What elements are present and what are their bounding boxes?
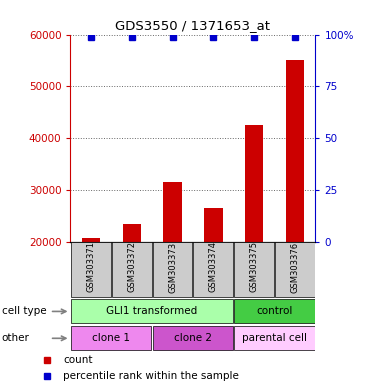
Text: cell type: cell type [2,306,46,316]
Bar [71,242,111,297]
Bar [234,242,274,297]
Title: GDS3550 / 1371653_at: GDS3550 / 1371653_at [115,19,270,32]
Bar [245,125,263,346]
Bar [163,182,182,346]
Bar [71,300,233,323]
Bar [193,242,233,297]
Text: count: count [63,356,93,366]
Text: percentile rank within the sample: percentile rank within the sample [63,371,239,381]
Bar [234,300,315,323]
Text: clone 1: clone 1 [92,333,130,343]
Text: control: control [256,306,293,316]
Text: clone 2: clone 2 [174,333,212,343]
Text: GSM303375: GSM303375 [250,242,259,293]
Text: other: other [2,333,30,343]
Bar [286,61,304,346]
Text: GSM303372: GSM303372 [127,242,136,293]
Bar [234,326,315,350]
Text: GSM303373: GSM303373 [168,242,177,293]
Bar [152,242,193,297]
Text: GLI1 transformed: GLI1 transformed [106,306,198,316]
Text: parental cell: parental cell [242,333,307,343]
Text: GSM303371: GSM303371 [86,242,95,293]
Bar [112,242,152,297]
Bar [204,208,223,346]
Bar [82,238,100,346]
Text: GSM303376: GSM303376 [290,242,299,293]
Bar [122,224,141,346]
Bar [153,326,233,350]
Bar [275,242,315,297]
Bar [71,326,151,350]
Text: GSM303374: GSM303374 [209,242,218,293]
